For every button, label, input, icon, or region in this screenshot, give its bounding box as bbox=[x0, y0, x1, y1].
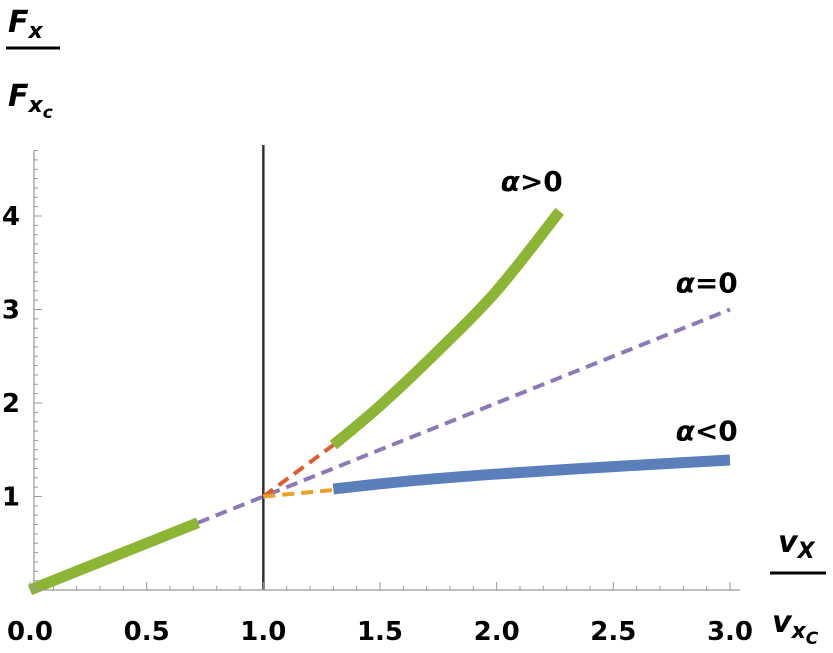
series-line-1 bbox=[329, 207, 564, 450]
annotation-label-1: α=0 bbox=[676, 267, 738, 300]
y-tick-label: 1 bbox=[2, 483, 20, 513]
annotation-label-2: α<0 bbox=[676, 414, 738, 447]
x-tick-label: 2.0 bbox=[474, 617, 520, 647]
x-tick-label: 3.0 bbox=[707, 617, 753, 647]
tick-labels: 0.0 0.5 1.0 1.5 2.0 2.5 3.0 1 2 3 4 bbox=[2, 202, 753, 647]
y-tick-label: 2 bbox=[2, 389, 20, 419]
y-axis-label: Fx Fxc bbox=[6, 5, 60, 123]
y-label-denominator: Fxc bbox=[8, 79, 53, 123]
axes bbox=[29, 150, 740, 591]
y-tick-label: 3 bbox=[2, 296, 20, 326]
y-label-numerator: Fx bbox=[8, 5, 44, 44]
plot-area bbox=[27, 145, 731, 596]
series-line-0 bbox=[27, 517, 201, 596]
x-tick-label: 1.0 bbox=[240, 617, 286, 647]
annotation-label-0: α>0 bbox=[501, 165, 563, 198]
series-line-2 bbox=[332, 454, 731, 495]
series-line-3 bbox=[197, 307, 731, 525]
y-tick-label: 4 bbox=[2, 202, 20, 232]
x-tick-label: 2.5 bbox=[590, 617, 636, 647]
x-tick-label: 0.5 bbox=[124, 617, 170, 647]
annotations: α>0 α=0 α<0 bbox=[501, 165, 738, 448]
x-label-denominator: vxC bbox=[772, 605, 819, 649]
x-label-numerator: vX bbox=[778, 525, 816, 564]
series-line-4 bbox=[262, 443, 335, 499]
x-axis-label: vX vxC bbox=[770, 525, 826, 649]
x-tick-label: 1.5 bbox=[357, 617, 403, 647]
series-line-5 bbox=[263, 487, 334, 499]
x-tick-label: 0.0 bbox=[7, 617, 53, 647]
